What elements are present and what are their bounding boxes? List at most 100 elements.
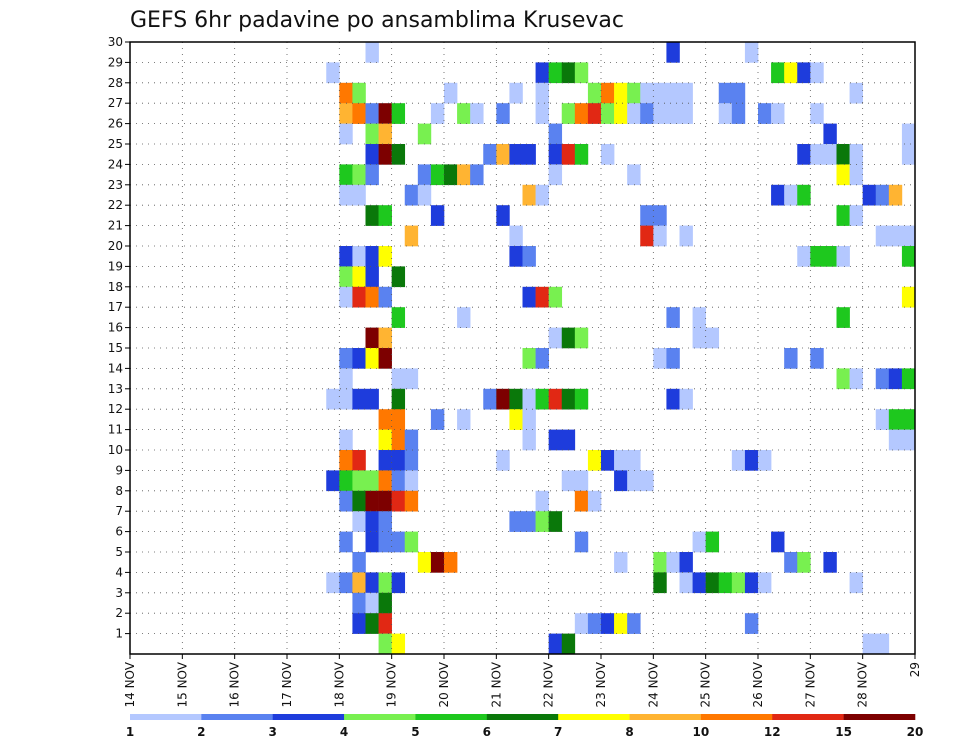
x-tick-label: 28 NOV: [856, 661, 870, 707]
heatmap-cell: [483, 388, 497, 410]
legend-label: 15: [835, 725, 852, 739]
heatmap-cell: [731, 572, 746, 594]
heatmap-cell: [614, 613, 628, 634]
heatmap-cell: [574, 62, 589, 84]
heatmap-cell: [352, 490, 366, 512]
y-tick-label: 17: [108, 300, 123, 314]
heatmap-cell: [731, 103, 746, 124]
heatmap-cell: [365, 592, 379, 614]
heatmap-cell: [666, 103, 680, 124]
y-tick-label: 18: [108, 280, 123, 294]
heatmap-cell: [574, 490, 589, 512]
heatmap-cell: [457, 409, 471, 430]
heatmap-cell: [444, 552, 458, 573]
heatmap-cell: [430, 103, 445, 124]
heatmap-cell: [404, 531, 419, 553]
heatmap-cell: [535, 348, 549, 369]
heatmap-cell: [326, 470, 340, 492]
heatmap-cell: [378, 205, 392, 226]
legend-swatch: [772, 714, 844, 720]
heatmap-cell: [692, 531, 706, 553]
heatmap-cell: [339, 450, 353, 471]
heatmap-cell: [666, 552, 680, 573]
heatmap-cell: [417, 184, 432, 206]
heatmap-cell: [561, 103, 576, 124]
heatmap-cell: [404, 450, 419, 471]
heatmap-cell: [509, 388, 523, 410]
heatmap-cell: [627, 470, 641, 492]
heatmap-cell: [823, 123, 837, 145]
heatmap-cell: [653, 348, 667, 369]
legend-label: 2: [197, 725, 205, 739]
heatmap-cell: [587, 82, 602, 104]
heatmap-cell: [653, 82, 667, 104]
heatmap-cell: [797, 552, 811, 573]
heatmap-cell: [744, 42, 759, 63]
heatmap-cell: [614, 450, 628, 471]
y-tick-label: 2: [115, 606, 123, 620]
heatmap-cell: [614, 552, 628, 573]
heatmap-cell: [391, 409, 406, 430]
heatmap-cell: [705, 327, 720, 349]
heatmap-cell: [548, 511, 563, 532]
heatmap-cell: [875, 368, 890, 390]
heatmap-cell: [744, 613, 759, 634]
heatmap-cell: [901, 368, 916, 390]
heatmap-cell: [640, 470, 654, 492]
x-tick-label: 18 NOV: [332, 661, 346, 707]
legend-swatch: [700, 714, 773, 720]
y-tick-label: 30: [108, 35, 123, 49]
heatmap-cell: [378, 450, 392, 471]
legend-label: 6: [483, 725, 491, 739]
heatmap-cell: [849, 144, 863, 165]
heatmap-cell: [666, 307, 680, 328]
heatmap-cell: [875, 409, 890, 430]
y-tick-label: 14: [108, 361, 123, 375]
heatmap-cell: [823, 144, 837, 165]
heatmap-cell: [548, 429, 563, 451]
heatmap-cell: [339, 490, 353, 512]
heatmap-cell: [365, 572, 379, 594]
heatmap-cell: [339, 123, 353, 145]
heatmap-cell: [326, 572, 340, 594]
heatmap-cell: [378, 123, 392, 145]
x-tick-label: 25 NOV: [699, 661, 713, 707]
y-tick-label: 10: [108, 443, 123, 457]
heatmap-cell: [561, 388, 576, 410]
y-tick-label: 12: [108, 402, 123, 416]
heatmap-cell: [849, 205, 863, 226]
y-tick-label: 4: [115, 565, 123, 579]
x-tick-label: 24 NOV: [646, 661, 660, 707]
y-tick-label: 1: [115, 627, 123, 641]
heatmap-cell: [849, 368, 863, 390]
heatmap-cell: [561, 62, 576, 84]
heatmap-cell: [836, 144, 850, 165]
legend-label: 20: [907, 725, 924, 739]
heatmap-cell: [496, 144, 510, 165]
heatmap-cell: [365, 348, 379, 369]
heatmap-cell: [391, 572, 406, 594]
heatmap-cell: [352, 348, 366, 369]
heatmap-cell: [574, 613, 589, 634]
legend-swatch: [843, 714, 916, 720]
heatmap-cell: [901, 246, 916, 267]
heatmap-cell: [404, 368, 419, 390]
y-tick-label: 26: [108, 117, 123, 131]
heatmap-cell: [810, 348, 824, 369]
heatmap-cell: [417, 164, 432, 186]
heatmap-cell: [496, 450, 510, 471]
heatmap-cell: [810, 144, 824, 165]
legend-label: 8: [625, 725, 633, 739]
heatmap-cell: [378, 613, 392, 634]
heatmap-cell: [339, 368, 353, 390]
y-tick-label: 27: [108, 96, 123, 110]
legend: 1 2 3 4 5 6 7 8 10 12 15 20: [126, 714, 924, 739]
heatmap-cell: [574, 103, 589, 124]
heatmap-cell: [339, 82, 353, 104]
heatmap-cell: [535, 388, 549, 410]
x-tick-label: 15 NOV: [175, 661, 189, 707]
heatmap-cell: [430, 552, 445, 573]
x-tick-label: 26 NOV: [751, 661, 765, 707]
legend-swatch: [558, 714, 630, 720]
heatmap-cell: [352, 450, 366, 471]
